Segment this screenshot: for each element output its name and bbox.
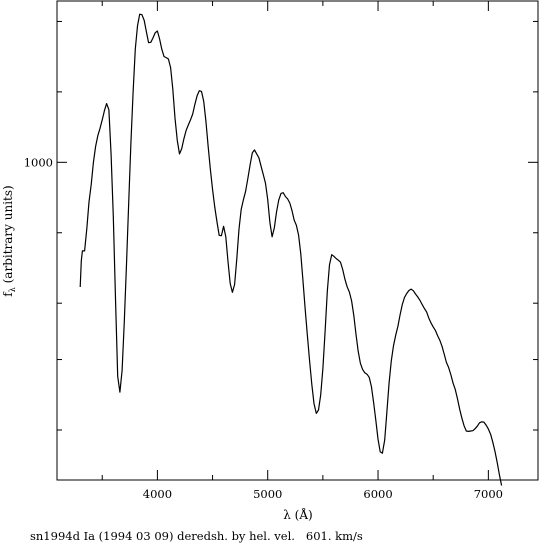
y-axis-ticks: 1000 [24,20,538,431]
x-axis-label: λ (Å) [283,507,312,522]
x-tick-label: 6000 [363,487,392,501]
y-axis-label-rest: (arbitrary units) [1,185,15,287]
x-axis-ticks: 4000 5000 6000 7000 [101,1,503,501]
plot-frame [56,0,539,481]
x-tick-label: 5000 [253,487,282,501]
series-layer [79,13,503,486]
y-axis-label-main: f [1,291,15,297]
chart-caption: sn1994d Ia (1994 03 09) deredsh. by hel.… [30,529,363,543]
spectrum-line [79,13,503,486]
x-tick-label: 7000 [474,487,503,501]
y-tick-label: 1000 [24,155,53,169]
x-tick-label: 4000 [143,487,172,501]
y-axis-label: fλ (arbitrary units) [1,185,17,296]
y-axis-label-subscript: λ [8,287,17,292]
